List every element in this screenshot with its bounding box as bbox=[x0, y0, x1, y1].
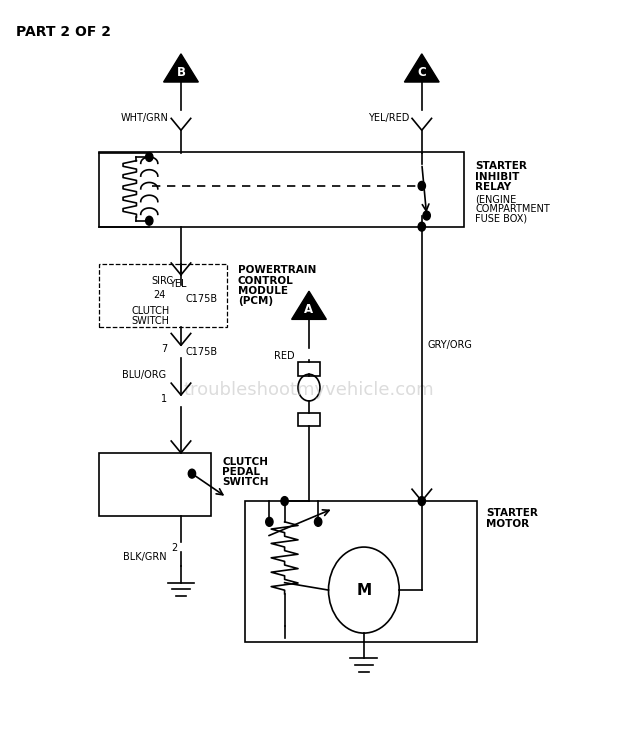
Text: 24: 24 bbox=[153, 290, 166, 300]
Text: YEL/RED: YEL/RED bbox=[368, 113, 409, 123]
Text: GRY/ORG: GRY/ORG bbox=[428, 340, 473, 350]
Text: A: A bbox=[305, 303, 313, 316]
Circle shape bbox=[423, 211, 430, 220]
Polygon shape bbox=[164, 54, 198, 82]
Text: CLUTCH: CLUTCH bbox=[132, 306, 169, 316]
Text: 2: 2 bbox=[172, 542, 178, 553]
Text: troubleshootmyvehicle.com: troubleshootmyvehicle.com bbox=[184, 381, 434, 399]
Circle shape bbox=[188, 470, 196, 478]
Text: CONTROL: CONTROL bbox=[238, 275, 294, 286]
Text: INHIBIT: INHIBIT bbox=[475, 172, 520, 182]
Circle shape bbox=[281, 496, 288, 506]
Text: YEL: YEL bbox=[169, 278, 187, 289]
Text: STARTER: STARTER bbox=[486, 509, 538, 518]
Polygon shape bbox=[292, 291, 326, 320]
Circle shape bbox=[146, 216, 153, 225]
Text: SWITCH: SWITCH bbox=[222, 477, 269, 488]
Text: RELAY: RELAY bbox=[475, 182, 512, 192]
Polygon shape bbox=[404, 54, 439, 82]
Bar bbox=[298, 362, 320, 376]
Text: BLK/GRN: BLK/GRN bbox=[122, 552, 166, 562]
Circle shape bbox=[418, 182, 425, 190]
Circle shape bbox=[418, 222, 425, 231]
Text: (PCM): (PCM) bbox=[238, 296, 273, 307]
Bar bbox=[245, 501, 476, 642]
Text: B: B bbox=[177, 66, 185, 79]
Text: COMPARTMENT: COMPARTMENT bbox=[475, 204, 550, 214]
Text: 7: 7 bbox=[161, 344, 167, 354]
Circle shape bbox=[418, 496, 425, 506]
Circle shape bbox=[146, 152, 153, 161]
Text: C175B: C175B bbox=[186, 347, 218, 357]
Text: M: M bbox=[357, 583, 371, 598]
Text: PART 2 OF 2: PART 2 OF 2 bbox=[16, 25, 111, 39]
Text: WHT/GRN: WHT/GRN bbox=[121, 113, 168, 123]
Text: C175B: C175B bbox=[186, 294, 218, 304]
Text: RED: RED bbox=[274, 350, 295, 361]
Bar bbox=[99, 264, 227, 327]
Text: C: C bbox=[417, 66, 426, 79]
Text: (ENGINE: (ENGINE bbox=[475, 194, 517, 204]
Text: POWERTRAIN: POWERTRAIN bbox=[238, 266, 316, 275]
Text: 1: 1 bbox=[161, 394, 167, 404]
Text: PEDAL: PEDAL bbox=[222, 467, 260, 477]
Bar bbox=[298, 413, 320, 426]
Text: MODULE: MODULE bbox=[238, 286, 287, 296]
Text: FUSE BOX): FUSE BOX) bbox=[475, 213, 528, 223]
Text: CLUTCH: CLUTCH bbox=[222, 457, 268, 466]
Text: BLU/ORG: BLU/ORG bbox=[122, 370, 166, 380]
Bar bbox=[99, 453, 211, 516]
Circle shape bbox=[266, 518, 273, 526]
Text: MOTOR: MOTOR bbox=[486, 519, 529, 529]
Bar bbox=[99, 152, 465, 226]
Text: STARTER: STARTER bbox=[475, 161, 527, 172]
Text: SWITCH: SWITCH bbox=[132, 316, 169, 326]
Circle shape bbox=[315, 518, 322, 526]
Text: SIRC: SIRC bbox=[151, 275, 174, 286]
